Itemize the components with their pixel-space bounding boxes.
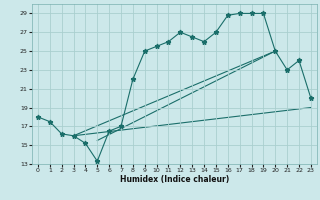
X-axis label: Humidex (Indice chaleur): Humidex (Indice chaleur) — [120, 175, 229, 184]
